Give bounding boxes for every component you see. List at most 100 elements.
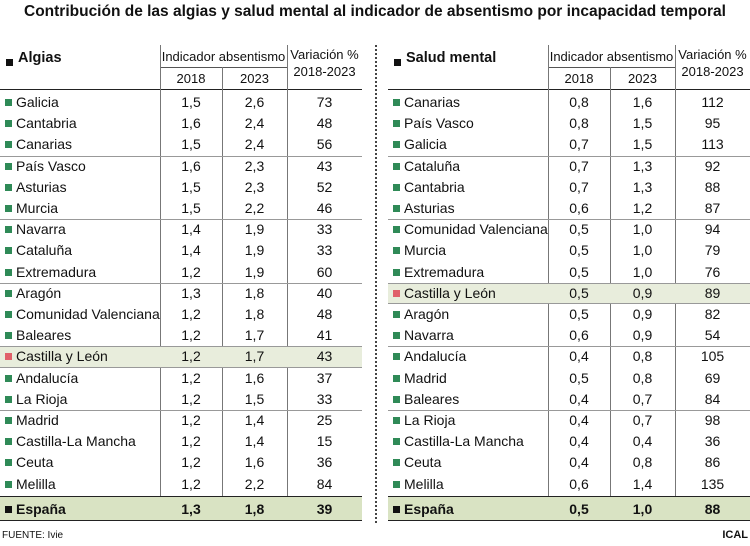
row-square: [393, 374, 400, 382]
header-rule: [160, 67, 287, 68]
row-value: 88: [704, 178, 721, 195]
row-name: Canarias: [16, 136, 73, 153]
row-name: Ceuta: [404, 454, 442, 471]
row-value: 1,2: [181, 412, 201, 428]
row-value: 0,4: [569, 348, 589, 365]
row-value: 1,4: [244, 412, 265, 428]
row-value: 2,2: [244, 475, 265, 492]
row-value: 1,6: [244, 454, 265, 471]
row-value: 0,5: [569, 306, 589, 322]
row-value: 89: [704, 284, 721, 301]
row-value: 0,7: [569, 136, 589, 153]
row-name: Madrid: [404, 369, 447, 386]
row-value: 1,6: [244, 369, 265, 386]
group-rule: [0, 410, 362, 411]
row-value: 0,6: [569, 327, 589, 344]
row-value: 1,3: [181, 284, 201, 301]
row-square: [393, 162, 400, 170]
group-rule: [388, 219, 750, 221]
row-value: 36: [316, 454, 333, 471]
row-value: 2,4: [244, 136, 265, 153]
row-value: 76: [704, 263, 721, 280]
row-value: 112: [701, 94, 724, 110]
header-bottom: [388, 89, 750, 90]
row-square: [5, 120, 12, 128]
row-name: Castilla-La Mancha: [404, 433, 524, 450]
row-value: 36: [704, 433, 721, 450]
row-square: [5, 162, 12, 170]
row-value: 0,4: [569, 454, 589, 471]
divider: [375, 45, 377, 523]
heading-square: [6, 59, 13, 66]
row-value: 0,9: [632, 306, 653, 322]
row-square: [393, 205, 400, 212]
group-rule: [388, 410, 750, 411]
row-value: 0,7: [569, 178, 589, 195]
row-value: 98: [704, 412, 721, 428]
row-value: 33: [316, 221, 333, 238]
row-value: 86: [704, 454, 721, 471]
row-value: 1,2: [181, 475, 201, 492]
row-value: 0,8: [569, 115, 589, 132]
row-value: 1,4: [244, 433, 265, 450]
row-name: Cantabria: [404, 178, 465, 195]
credit: ICAL: [722, 529, 748, 541]
row-square: [5, 226, 12, 234]
row-value: 54: [704, 327, 721, 344]
row-name: Aragón: [404, 306, 450, 322]
row-value: 1,3: [632, 157, 653, 174]
row-value: 94: [704, 221, 721, 238]
row-name: Cantabria: [16, 115, 77, 132]
row-value: 33: [316, 242, 333, 259]
total-value: 1,0: [632, 500, 653, 517]
total-row: [0, 495, 362, 521]
row-square: [393, 353, 400, 361]
row-value: 48: [316, 306, 333, 322]
row-value: 1,2: [181, 390, 201, 407]
row-value: 1,2: [181, 369, 201, 386]
row-value: 1,2: [181, 327, 201, 344]
row-value: 1,2: [632, 200, 653, 216]
row-name: Ceuta: [16, 454, 54, 471]
row-value: 1,0: [632, 221, 653, 238]
row-value: 43: [316, 157, 333, 174]
group-rule: [388, 155, 750, 157]
heading: Algias: [18, 50, 62, 66]
row-square: [5, 311, 12, 318]
variation-header: Variación %: [678, 47, 747, 62]
row-value: 46: [316, 200, 333, 216]
row-value: 79: [704, 242, 721, 259]
row-value: 87: [704, 200, 721, 216]
row-name: Castilla y León: [404, 284, 496, 301]
row-value: 135: [700, 475, 725, 492]
row-name: Madrid: [16, 412, 59, 428]
row-square: [393, 120, 400, 128]
row-square: [5, 480, 12, 488]
row-name: Navarra: [16, 221, 66, 238]
row-name: Navarra: [404, 327, 454, 344]
total-square: [393, 505, 400, 513]
row-value: 0,5: [569, 221, 589, 238]
row-value: 2,4: [244, 115, 265, 132]
row-value: 0,9: [632, 327, 653, 344]
row-square: [5, 438, 12, 446]
row-value: 1,6: [181, 115, 201, 132]
group-rule: [0, 155, 362, 157]
total-square: [5, 505, 12, 513]
variation-header: 2018-2023: [681, 64, 744, 79]
row-square: [393, 268, 400, 276]
variation-header: 2018-2023: [293, 64, 356, 79]
row-value: 1,9: [244, 221, 265, 238]
row-value: 0,8: [632, 454, 653, 471]
row-value: 2,3: [244, 157, 265, 174]
row-square: [5, 353, 12, 361]
total-value: 1,8: [244, 500, 265, 517]
row-name: Extremadura: [16, 263, 97, 280]
row-value: 2,3: [244, 178, 265, 195]
row-value: 1,2: [181, 348, 201, 365]
row-value: 0,7: [632, 412, 653, 428]
row-square: [5, 247, 12, 255]
row-value: 73: [316, 94, 333, 110]
row-name: Andalucía: [16, 369, 79, 386]
row-square: [393, 99, 400, 106]
